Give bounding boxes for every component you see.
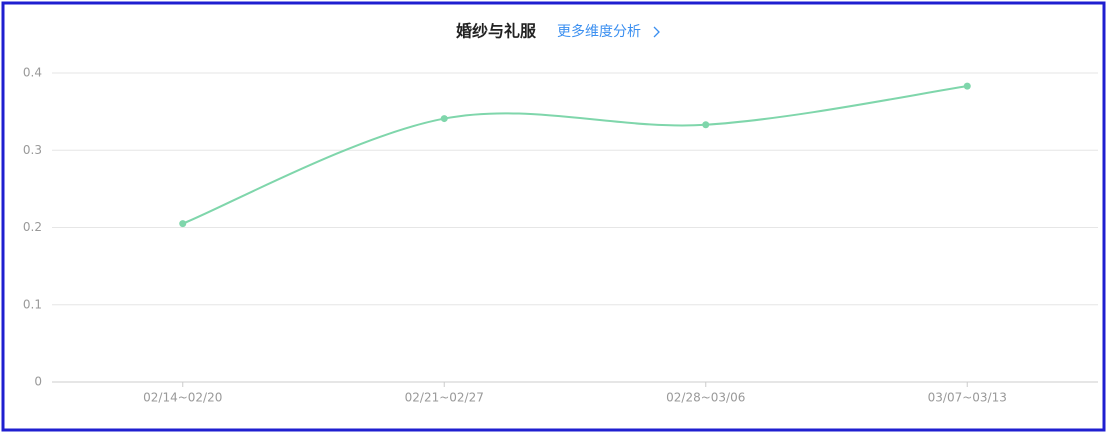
- y-tick-label: 0.4: [23, 66, 42, 80]
- x-tick-label: 02/14~02/20: [143, 391, 222, 405]
- link-chevron[interactable]: [653, 26, 660, 38]
- point: [963, 82, 971, 90]
- y-tick-label: 0.3: [23, 143, 42, 157]
- line: [182, 85, 968, 225]
- more-link[interactable]: 更多维度分析: [557, 23, 641, 40]
- x-tick-label: 03/07~03/13: [928, 391, 1007, 405]
- y-tick-label: 0.1: [23, 297, 42, 311]
- y-tick-label: 0: [34, 375, 42, 389]
- chart-title: 婚纱与礼服: [456, 22, 537, 41]
- point: [702, 121, 710, 129]
- y-tick-label: 0.2: [23, 220, 42, 234]
- point: [179, 220, 187, 228]
- point: [440, 115, 448, 123]
- x-tick-label: 02/21~02/27: [405, 391, 484, 405]
- x-tick-label: 02/28~03/06: [666, 391, 745, 405]
